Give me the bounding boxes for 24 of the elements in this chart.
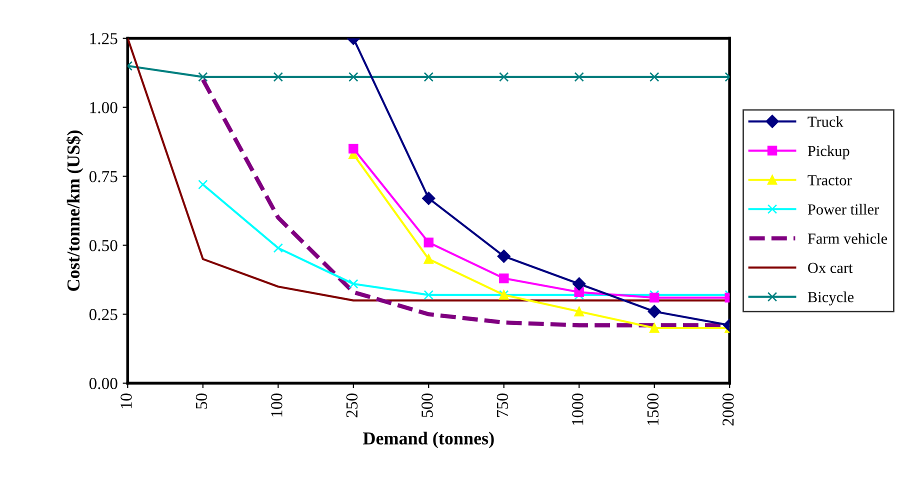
y-tick-label: 1.25 [90,33,118,44]
x-tick-label: 100 [271,394,282,416]
y-tick-label: 0.75 [89,170,118,182]
x-tick-label: 250 [346,394,358,418]
x-axis-title: Demand (tonnes) [363,432,494,448]
x-tick-label: 500 [422,394,433,417]
y-axis-title: Cost/tonne/km (US$) [66,130,84,291]
x-tick-label: 1500 [647,394,659,425]
x-tick-label: 50 [196,394,208,409]
y-tick-label: 0.00 [89,378,118,390]
legend-label: Farm vehicle [808,233,888,244]
x-tick-label: 2000 [722,394,734,426]
x-tick-label: 10 [120,394,132,408]
legend-label: Ox cart [808,262,853,274]
legend-label: Bicycle [808,292,854,306]
y-tick-label: 0.25 [89,308,118,320]
legend-label: Truck [808,116,844,127]
x-tick-label: 750 [496,394,508,417]
y-tick-label: 0.50 [89,240,118,252]
x-tick-label: 1000 [572,394,584,425]
legend-label: Tractor [808,175,852,186]
legend-label: Pickup [808,145,850,160]
legend-label: Power tiller [808,204,879,215]
y-tick-label: 1.00 [90,102,118,114]
